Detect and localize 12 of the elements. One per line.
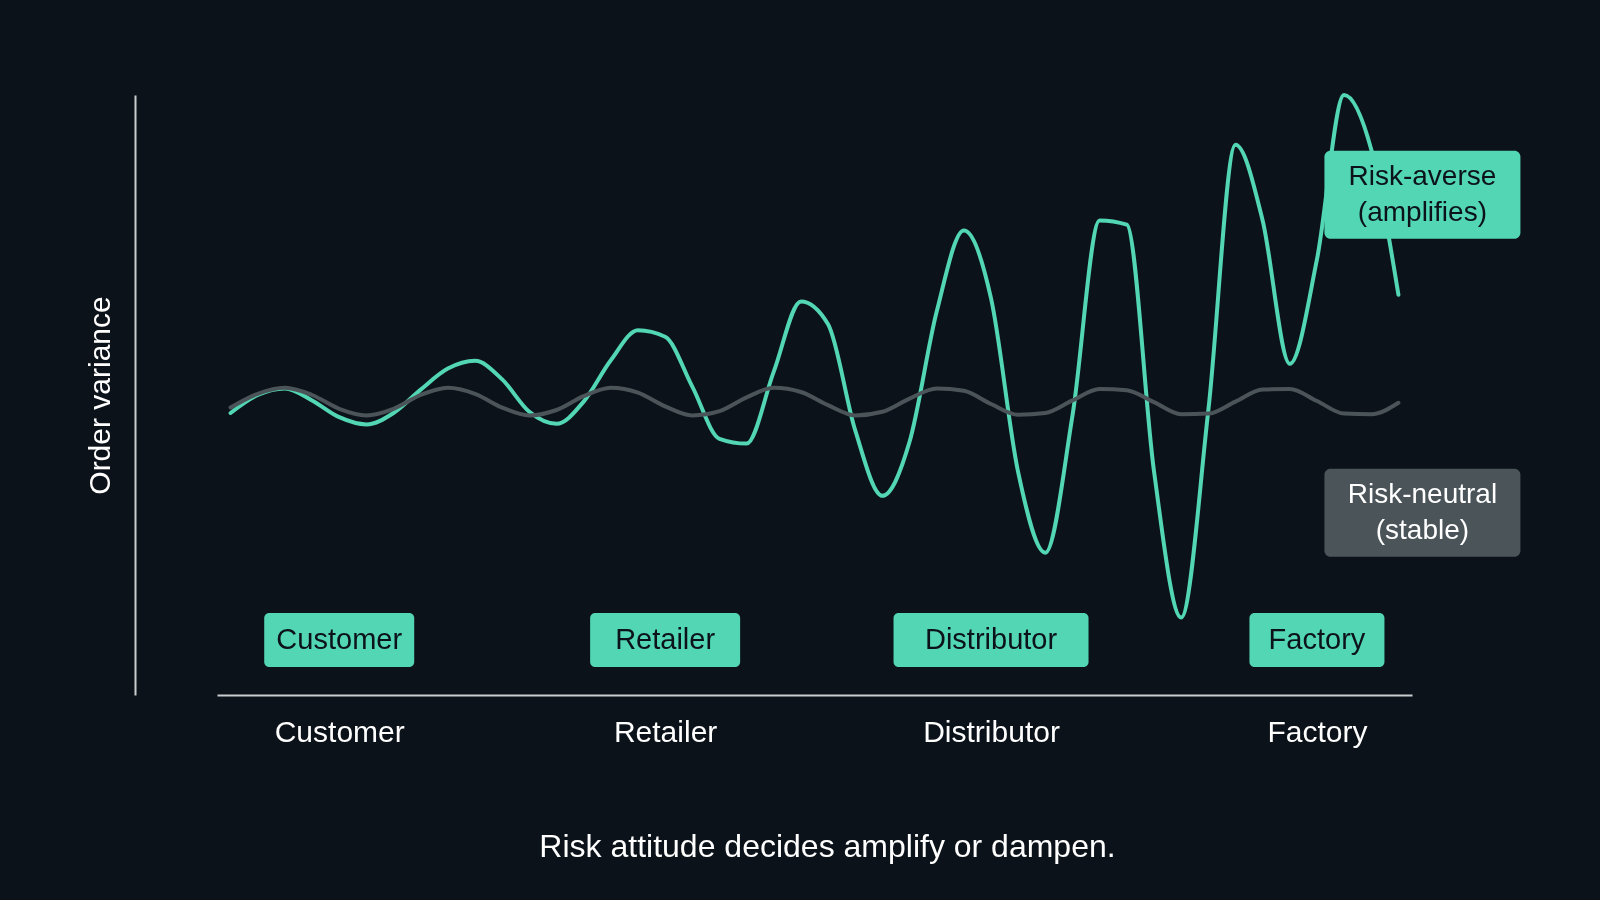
text: Risk attitude decides amplify or dampen. — [539, 828, 1116, 864]
annotation: Retailer — [615, 623, 716, 655]
y-axis-title: Order variance — [82, 296, 116, 495]
x-tick-label: Distributor — [923, 714, 1060, 748]
text: Risk-neutral (stable) — [1347, 477, 1498, 545]
annotation: Distributor — [924, 623, 1058, 655]
annotation: Customer — [276, 623, 403, 655]
series-label: Risk-averse (amplifies) — [1348, 159, 1497, 227]
x-tick-label: Factory — [1267, 714, 1368, 748]
x-tick-label: Customer — [274, 714, 405, 748]
annotation: Factory — [1268, 623, 1366, 655]
x-tick-label: Retailer — [613, 714, 718, 748]
